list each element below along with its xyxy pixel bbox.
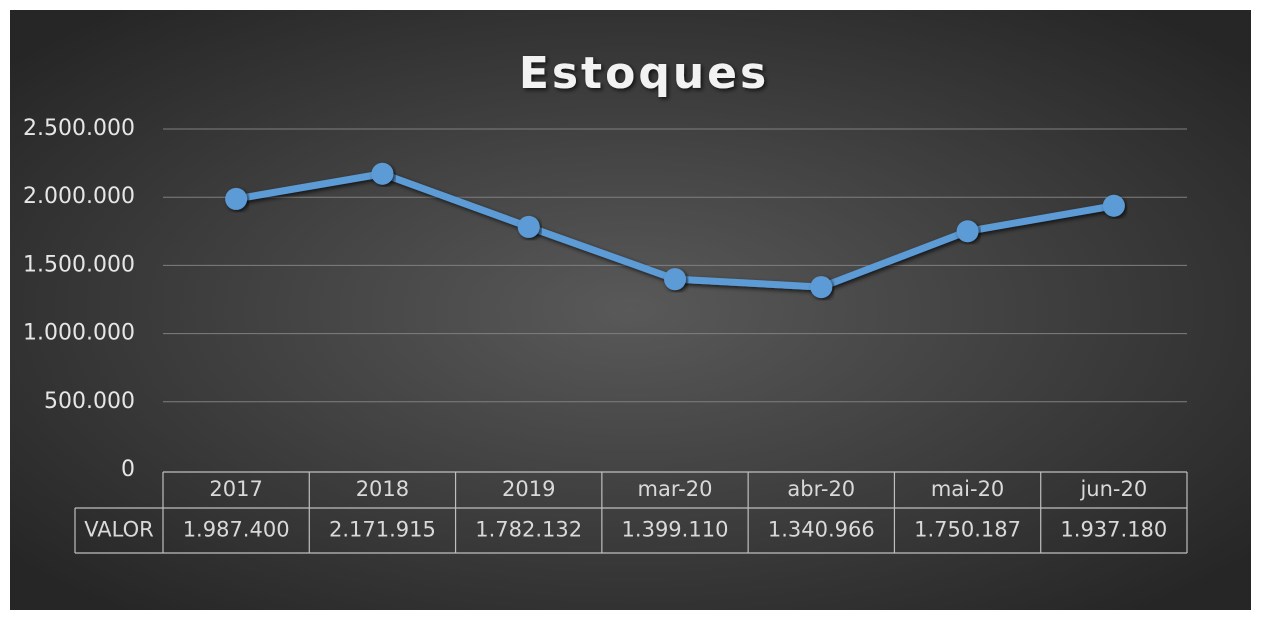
data-label: 1.340.966 — [768, 518, 875, 542]
marker — [664, 268, 686, 291]
x-tick-label: 2019 — [502, 477, 555, 501]
data-label: 1.937.180 — [1060, 518, 1167, 542]
marker — [810, 276, 833, 299]
y-tick-label: 500.000 — [44, 389, 135, 414]
data-label: 1.750.187 — [914, 518, 1021, 542]
data-label: 2.171.915 — [329, 518, 436, 542]
y-tick-label: 0 — [121, 457, 135, 482]
y-tick-label: 2.000.000 — [23, 184, 135, 209]
data-label: 1.782.132 — [475, 518, 582, 542]
marker — [1102, 194, 1125, 217]
y-tick-label: 1.500.000 — [23, 252, 135, 277]
y-tick-label: 2.500.000 — [23, 116, 135, 141]
x-tick-label: 2018 — [356, 477, 409, 501]
x-tick-label: 2017 — [209, 477, 262, 501]
marker — [371, 162, 394, 185]
data-label: 1.399.110 — [622, 518, 729, 542]
x-tick-label: mai-20 — [931, 477, 1004, 501]
chart-background — [10, 10, 1251, 610]
marker — [517, 215, 540, 238]
data-label: 1.987.400 — [183, 518, 290, 542]
x-tick-label: mar-20 — [638, 477, 713, 501]
x-tick-label: abr-20 — [787, 477, 855, 501]
y-tick-label: 1.000.000 — [23, 321, 135, 346]
marker — [225, 187, 248, 210]
chart-title: Estoques — [519, 48, 769, 99]
x-tick-label: jun-20 — [1079, 477, 1147, 501]
marker — [956, 220, 979, 243]
legend-label: VALOR — [84, 518, 153, 542]
